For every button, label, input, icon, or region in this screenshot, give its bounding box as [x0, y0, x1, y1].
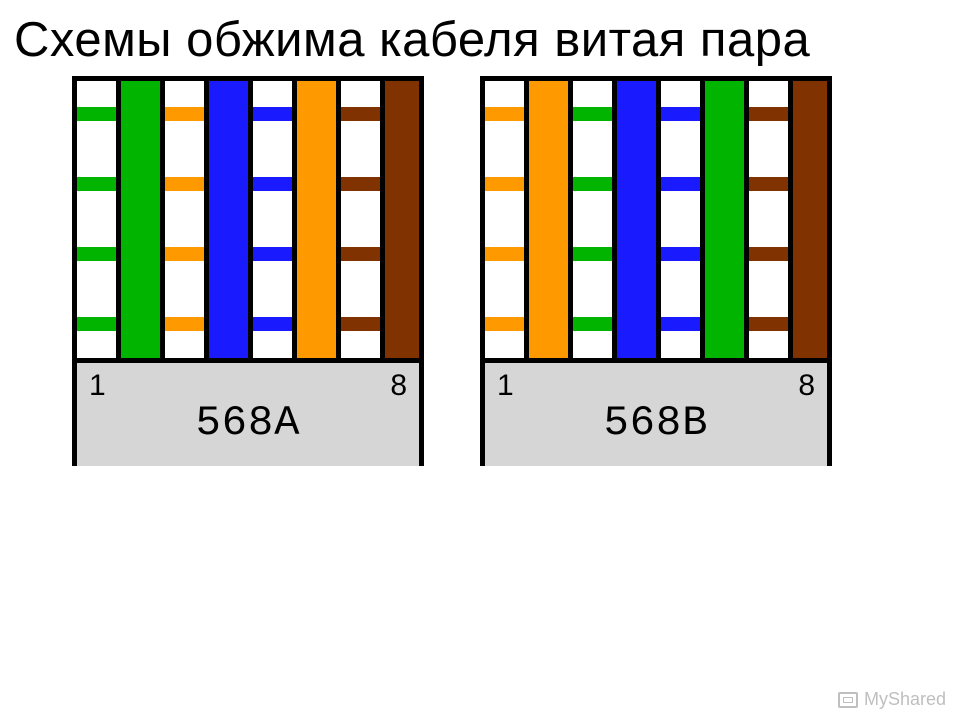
stripe: [341, 177, 380, 191]
stripe: [749, 247, 788, 261]
stripe: [341, 107, 380, 121]
diagrams-row: 1 8 568A 1 8 568B: [0, 76, 960, 466]
connector-568b: 1 8 568B: [480, 76, 832, 466]
stripe: [749, 177, 788, 191]
wire-a-4: [204, 81, 248, 358]
wire-b-8: [788, 81, 832, 358]
stripe: [253, 177, 292, 191]
wire-b-1: [480, 81, 524, 358]
connector-568a: 1 8 568A: [72, 76, 424, 466]
watermark-text: MyShared: [864, 689, 946, 710]
standard-label-b: 568B: [485, 399, 827, 447]
pin-row-b: 1 8: [485, 363, 827, 403]
stripe: [661, 247, 700, 261]
stripe: [165, 177, 204, 191]
page-title: Схемы обжима кабеля витая пара: [0, 0, 960, 74]
wire-a-8: [380, 81, 424, 358]
stripe: [165, 317, 204, 331]
stripe: [573, 247, 612, 261]
stripe: [573, 107, 612, 121]
wire-b-7: [744, 81, 788, 358]
stripe: [485, 177, 524, 191]
stripe: [253, 107, 292, 121]
wire-a-6: [292, 81, 336, 358]
wire-a-7: [336, 81, 380, 358]
wire-a-2: [116, 81, 160, 358]
standard-label-a: 568A: [77, 399, 419, 447]
stripe: [573, 177, 612, 191]
stripe: [341, 247, 380, 261]
watermark: MyShared: [838, 689, 946, 710]
stripe: [661, 107, 700, 121]
wire-b-4: [612, 81, 656, 358]
stripe: [253, 317, 292, 331]
stripe: [165, 107, 204, 121]
stripe: [253, 247, 292, 261]
wire-a-1: [72, 81, 116, 358]
wires-568b: [480, 76, 832, 358]
stripe: [485, 317, 524, 331]
stripe: [661, 177, 700, 191]
pin-right-a: 8: [390, 369, 407, 403]
wire-a-5: [248, 81, 292, 358]
stripe: [165, 247, 204, 261]
wire-a-3: [160, 81, 204, 358]
wire-b-6: [700, 81, 744, 358]
stripe: [77, 247, 116, 261]
stripe: [573, 317, 612, 331]
wire-b-2: [524, 81, 568, 358]
stripe: [749, 107, 788, 121]
stripe: [341, 317, 380, 331]
plug-568a: 1 8 568A: [72, 358, 424, 466]
wire-b-3: [568, 81, 612, 358]
stripe: [749, 317, 788, 331]
wire-b-5: [656, 81, 700, 358]
watermark-icon: [838, 692, 858, 708]
pin-right-b: 8: [798, 369, 815, 403]
wires-568a: [72, 76, 424, 358]
stripe: [77, 317, 116, 331]
pin-row-a: 1 8: [77, 363, 419, 403]
stripe: [485, 107, 524, 121]
pin-left-a: 1: [89, 369, 106, 403]
plug-568b: 1 8 568B: [480, 358, 832, 466]
stripe: [485, 247, 524, 261]
stripe: [77, 177, 116, 191]
stripe: [77, 107, 116, 121]
stripe: [661, 317, 700, 331]
pin-left-b: 1: [497, 369, 514, 403]
